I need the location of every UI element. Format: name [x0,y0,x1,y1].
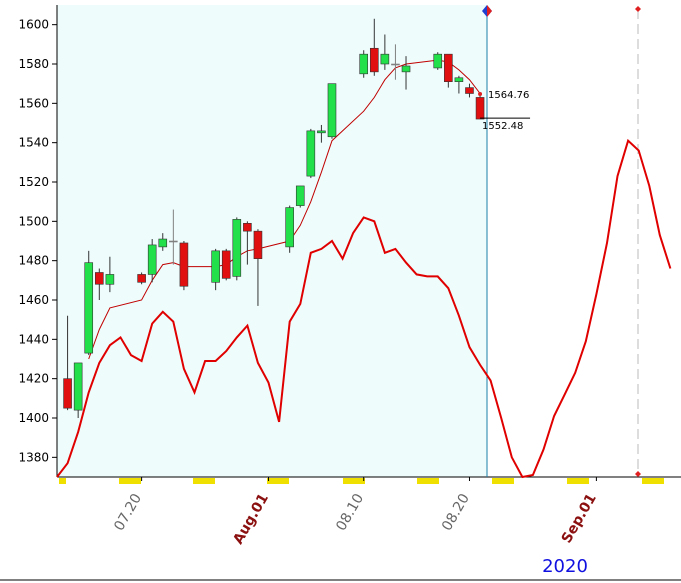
last-close-label: 1552.48 [482,121,523,132]
projection-marker [635,6,641,12]
y-tick-label: 1380 [18,450,49,464]
candle-body [475,97,485,120]
candle-body [444,53,453,83]
last-value-label: 1564.76 [488,90,529,101]
candle-body [95,272,104,285]
candle-body [295,185,305,206]
y-tick-label: 1500 [18,214,49,228]
x-tick-label: Aug.01 [230,491,272,547]
y-tick-label: 1440 [18,332,49,346]
candle-body [232,219,242,277]
candle-body [73,362,83,411]
candle-body [433,53,443,69]
candle-body [179,242,189,287]
candle-body [359,53,369,75]
y-tick-label: 1600 [18,18,49,32]
weekend [343,478,365,484]
x-tick-label: 08.20 [439,491,473,534]
candle-body [105,274,115,285]
y-tick-label: 1540 [18,136,49,150]
candle-body [158,238,168,248]
candle-body [306,130,316,177]
candle-body [454,77,464,83]
y-tick-label: 1420 [18,372,49,386]
weekend [267,478,289,484]
x-tick-label: Sep.01 [559,491,600,546]
x-tick-label: 07.20 [111,491,145,534]
candle-body [137,274,146,283]
y-tick-label: 1400 [18,411,49,425]
x-tick-label: 08.10 [333,491,367,534]
y-tick-label: 1480 [18,254,49,268]
weekend [567,478,589,484]
candle-body [211,250,220,283]
candle-body [401,65,411,73]
candle-body [369,47,379,73]
candle-body [317,130,326,134]
candle-body [285,207,294,248]
weekend [642,478,664,484]
line [56,138,672,479]
weekend [492,478,514,484]
candle-body [147,244,157,275]
projection-marker [635,471,641,477]
candle-body [221,250,231,279]
candle-body [243,223,252,232]
candle-body [327,83,337,138]
y-tick-label: 1580 [18,57,49,71]
weekend [193,478,215,484]
y-tick-label: 1460 [18,293,49,307]
line [88,59,481,360]
weekend [119,478,141,484]
weekend-markers [59,478,664,484]
weekend [59,478,66,484]
last-value-dot [478,91,483,96]
y-tick-label: 1520 [18,175,49,189]
current-day-marker-half [487,5,492,17]
candle-body [380,53,390,65]
weekend [417,478,439,484]
candle-body [253,230,263,260]
candle-body [465,87,474,94]
y-tick-label: 1560 [18,96,49,110]
candle-body [84,262,94,354]
history-background [57,5,487,477]
candle-body [169,240,178,243]
candle-body [63,378,72,409]
candle-body [391,63,400,66]
year-label: 2020 [542,556,588,577]
